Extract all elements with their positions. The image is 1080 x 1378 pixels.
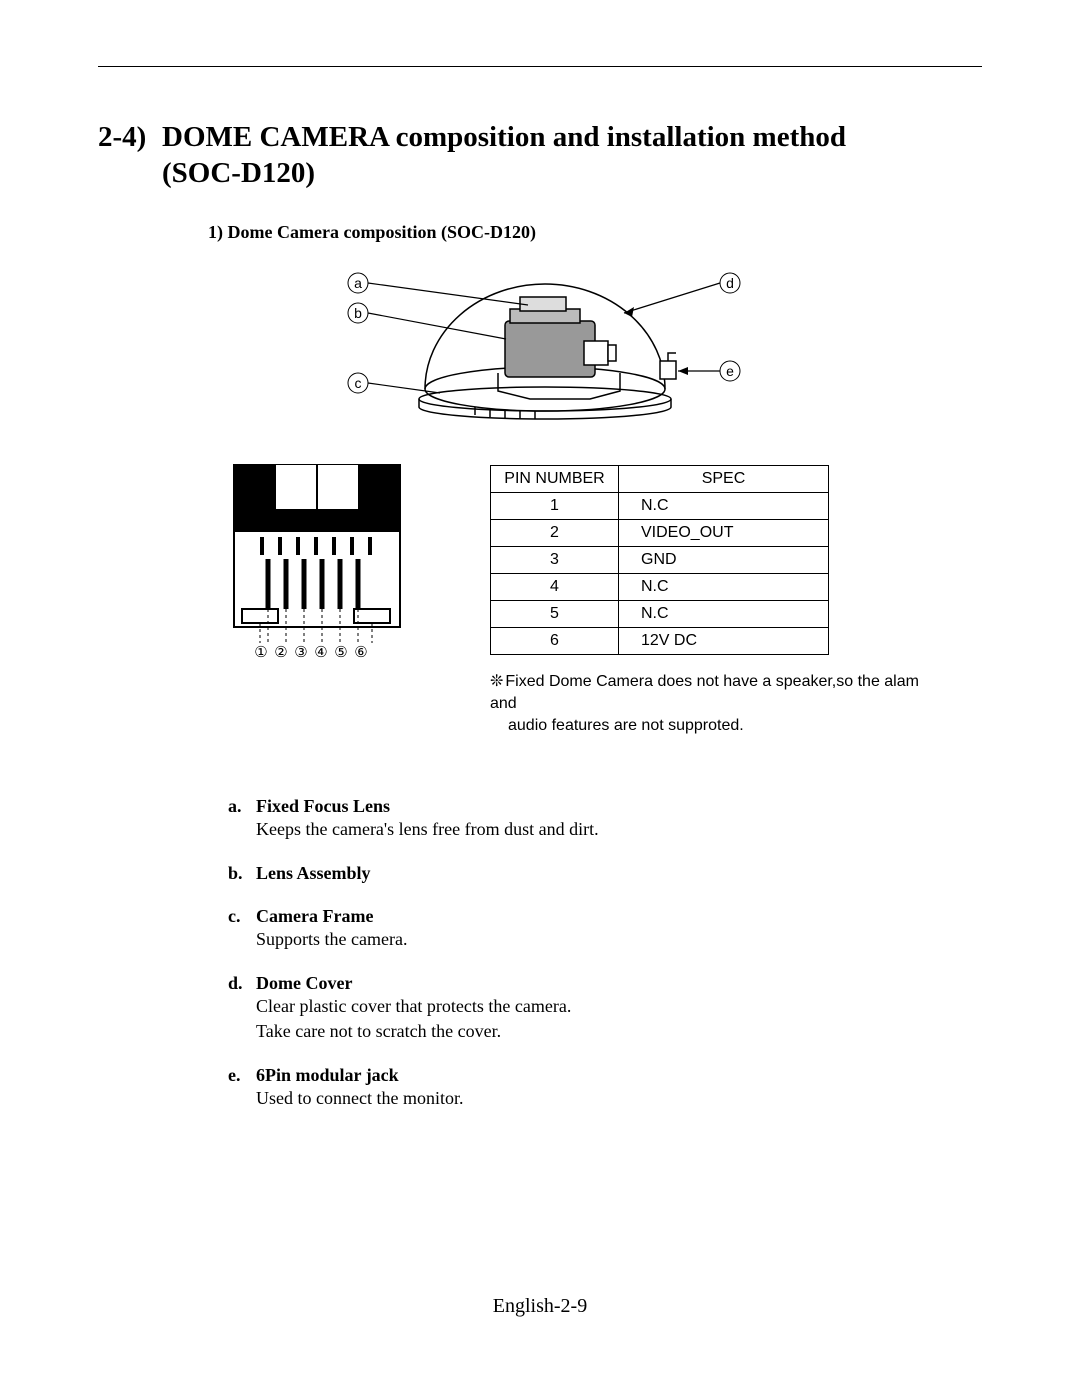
item-e: e.6Pin modular jack Used to connect the … [228,1065,982,1110]
item-a: a.Fixed Focus Lens Keeps the camera's le… [228,796,982,841]
header-spec: SPEC [619,465,829,492]
page: 2-4)DOME CAMERA composition and installa… [0,0,1080,1378]
note-symbol: ❊ [490,673,503,690]
table-row: 2VIDEO_OUT [491,519,829,546]
table-row: 5N.C [491,600,829,627]
item-letter: d. [228,973,256,994]
table-row: 4N.C [491,573,829,600]
pin-cell: 4 [491,573,619,600]
item-letter: b. [228,863,256,884]
connector-diagram: ① ② ③ ④ ⑤ ⑥ [228,459,406,659]
table-row: 3GND [491,546,829,573]
item-c: c.Camera Frame Supports the camera. [228,906,982,951]
header-rule [98,66,982,67]
item-desc: Keeps the camera's lens free from dust a… [256,817,982,841]
diagram-label-d: d [726,275,734,291]
section-title-line2: (SOC-D120) [162,155,982,191]
spec-cell: GND [619,546,829,573]
item-letter: e. [228,1065,256,1086]
item-desc: Supports the camera. [256,927,982,951]
diagram-label-e: e [726,363,734,379]
header-pin: PIN NUMBER [491,465,619,492]
spec-cell: N.C [619,492,829,519]
item-list: a.Fixed Focus Lens Keeps the camera's le… [228,796,982,1110]
connector-num-4: ④ [314,644,327,659]
item-title: Fixed Focus Lens [256,796,390,816]
item-letter: a. [228,796,256,817]
connector-num-2: ② [274,644,287,659]
subhead: 1) Dome Camera composition (SOC-D120) [208,222,982,243]
note-line1: Fixed Dome Camera does not have a speake… [490,673,919,712]
pin-cell: 3 [491,546,619,573]
footnote: ❊Fixed Dome Camera does not have a speak… [490,671,922,738]
pin-table: PIN NUMBER SPEC 1N.C 2VIDEO_OUT 3GND 4N.… [490,465,829,655]
connector-num-1: ① [254,644,267,659]
diagram-label-a: a [354,275,362,291]
item-title: Dome Cover [256,973,352,993]
item-title: 6Pin modular jack [256,1065,399,1085]
connector-row: ① ② ③ ④ ⑤ ⑥ PIN NUMBER SPEC 1N.C 2VIDEO_… [228,459,982,659]
section-title: 2-4)DOME CAMERA composition and installa… [98,119,982,192]
spec-cell: N.C [619,573,829,600]
spec-cell: 12V DC [619,627,829,654]
pin-cell: 5 [491,600,619,627]
item-desc: Used to connect the monitor. [256,1086,982,1110]
section-number: 2-4) [98,119,162,155]
table-header-row: PIN NUMBER SPEC [491,465,829,492]
connector-num-5: ⑤ [334,644,347,659]
note-line2: audio features are not supproted. [490,715,922,737]
connector-num-6: ⑥ [354,644,367,659]
pin-cell: 1 [491,492,619,519]
table-row: 612V DC [491,627,829,654]
diagram-label-c: c [355,375,362,391]
diagram-label-b: b [354,305,362,321]
dome-svg: a b c d e [320,261,760,421]
item-desc: Clear plastic cover that protects the ca… [256,994,982,1043]
item-letter: c. [228,906,256,927]
table-row: 1N.C [491,492,829,519]
spec-cell: VIDEO_OUT [619,519,829,546]
page-footer: English-2-9 [0,1295,1080,1318]
section-title-line1: DOME CAMERA composition and installation… [162,121,846,153]
connector-num-3: ③ [294,644,307,659]
spec-cell: N.C [619,600,829,627]
pin-cell: 6 [491,627,619,654]
item-d: d.Dome Cover Clear plastic cover that pr… [228,973,982,1043]
item-title: Lens Assembly [256,863,371,883]
pin-cell: 2 [491,519,619,546]
item-title: Camera Frame [256,906,373,926]
item-b: b.Lens Assembly [228,863,982,884]
dome-diagram: a b c d e [320,261,760,421]
